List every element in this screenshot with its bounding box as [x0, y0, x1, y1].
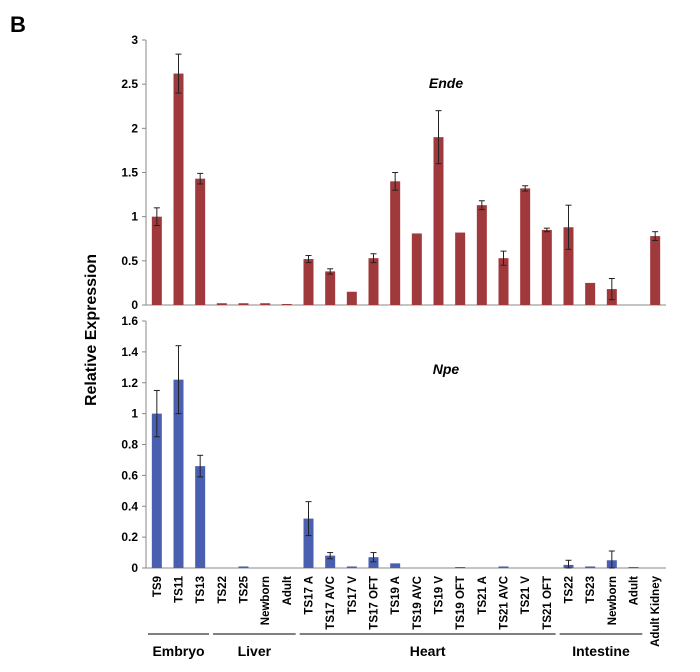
group-label: Heart: [410, 643, 446, 659]
x-tick-label: TS9: [152, 576, 164, 597]
x-tick-label: TS19 OFT: [455, 576, 467, 630]
x-tick-label: TS17 V: [347, 576, 359, 615]
ende-bar: [260, 303, 271, 305]
ende-bar: [281, 304, 292, 305]
ende-bar: [303, 259, 314, 305]
npe-bar: [325, 555, 336, 568]
group-label: Liver: [238, 643, 272, 659]
ende-y-tick-label: 0: [131, 298, 138, 312]
x-tick-label: TS21 V: [520, 576, 532, 615]
ende-bar: [650, 236, 661, 305]
ende-bar: [476, 205, 487, 305]
x-tick-label: TS21 AVC: [499, 576, 511, 630]
x-tick-label: TS22: [217, 576, 229, 604]
ende-bar: [585, 282, 596, 305]
x-tick-label: TS19 AVC: [412, 576, 424, 630]
x-tick-label: TS19 A: [390, 576, 402, 615]
x-tick-label: TS21 OFT: [542, 576, 554, 630]
ende-bar: [498, 258, 509, 305]
npe-bar: [346, 566, 357, 568]
ende-chart: 0 0.5 1 1.5 2 2.5 3 Ende: [121, 33, 666, 312]
x-tick-label: TS21 A: [477, 576, 489, 615]
npe-chart: 0 0.2 0.4 0.6 0.8 1 1.2 1.4 1.6 Npe: [121, 314, 666, 575]
x-tick-labels: TS9 TS11 TS13 TS22 TS25 Newborn Adult TS17 A TS1…: [152, 575, 662, 647]
npe-y-tick-label: 0: [131, 561, 138, 575]
y-axis-label: Relative Expression: [83, 254, 100, 406]
group-label: Intestine: [572, 643, 630, 659]
ende-bar: [173, 73, 184, 305]
ende-y-tick-label: 3: [131, 33, 138, 47]
group-brackets: Embryo Liver Heart Intestine: [148, 633, 643, 659]
x-tick-label: TS25: [239, 575, 251, 603]
x-tick-label: TS17 OFT: [369, 576, 381, 630]
ende-bar: [195, 178, 206, 305]
ende-bar: [151, 216, 162, 305]
x-tick-label: TS22: [564, 576, 576, 604]
ende-bar: [346, 291, 357, 305]
ende-chart-title: Ende: [429, 75, 463, 91]
npe-bar: [238, 566, 249, 568]
npe-bar: [303, 518, 314, 568]
ende-y-tick-label: 1: [131, 210, 138, 224]
npe-y-tick-label: 1.6: [121, 314, 138, 328]
npe-y-tick-label: 1: [131, 407, 138, 421]
ende-y-tick-label: 1.5: [121, 166, 138, 180]
ende-bar: [216, 303, 227, 305]
ende-bar: [411, 233, 422, 305]
x-tick-label: Adult Kidney: [650, 575, 662, 647]
ende-bar: [433, 137, 444, 305]
ende-bar: [563, 227, 574, 305]
ende-bar: [238, 303, 249, 305]
npe-bar: [368, 557, 379, 568]
npe-bar: [628, 567, 639, 568]
ende-y-tick-label: 0.5: [121, 254, 138, 268]
npe-bar: [585, 566, 596, 568]
group-label: Embryo: [152, 643, 204, 659]
ende-y-tick-label: 2.5: [121, 77, 138, 91]
panel-letter: B: [10, 12, 26, 37]
npe-chart-title: Npe: [433, 361, 460, 377]
npe-bar: [390, 563, 401, 568]
ende-y-tick-label: 2: [131, 121, 138, 135]
ende-bar: [520, 188, 531, 305]
ende-bar: [368, 258, 379, 305]
npe-y-tick-label: 0.6: [121, 468, 138, 482]
npe-bar: [151, 413, 162, 568]
x-tick-label: TS13: [195, 576, 207, 604]
npe-bar: [455, 567, 466, 568]
ende-bar: [325, 271, 336, 305]
ende-bar: [455, 232, 466, 305]
x-tick-label: Adult: [282, 576, 294, 606]
x-tick-label: Newborn: [260, 576, 272, 625]
x-tick-label: Newborn: [607, 576, 619, 625]
ende-bar: [541, 229, 552, 305]
npe-bar: [195, 466, 206, 568]
npe-y-tick-label: 1.4: [121, 345, 138, 359]
ende-bar: [390, 181, 401, 305]
npe-y-tick-label: 0.8: [121, 438, 138, 452]
x-tick-label: TS17 AVC: [325, 576, 337, 630]
x-tick-label: TS19 V: [434, 576, 446, 615]
npe-bar: [498, 566, 509, 568]
npe-y-tick-label: 1.2: [121, 376, 138, 390]
x-tick-label: TS23: [585, 576, 597, 604]
x-tick-label: TS11: [174, 575, 186, 602]
npe-bar: [173, 379, 184, 568]
x-tick-label: Adult: [629, 576, 641, 606]
x-tick-label: TS17 A: [304, 576, 316, 615]
npe-y-tick-label: 0.4: [121, 499, 138, 513]
npe-y-tick-label: 0.2: [121, 530, 138, 544]
